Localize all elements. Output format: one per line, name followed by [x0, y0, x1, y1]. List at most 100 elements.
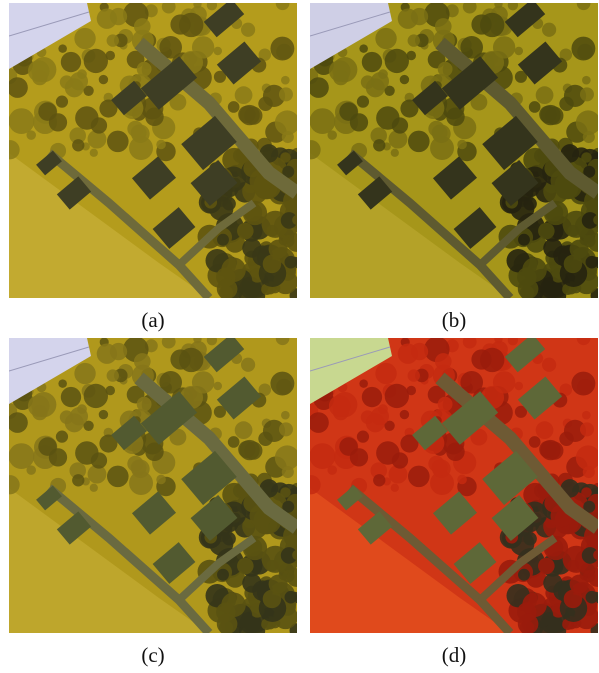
tree — [270, 372, 294, 396]
tree — [156, 475, 166, 485]
caption: (c) — [9, 643, 297, 668]
tree — [529, 436, 541, 448]
tree — [217, 569, 229, 581]
tree — [97, 344, 117, 364]
tree — [279, 87, 293, 101]
tree — [359, 44, 368, 53]
tree — [74, 363, 95, 384]
tree — [493, 36, 515, 58]
tree — [392, 452, 408, 468]
tree — [9, 108, 34, 134]
tree — [282, 466, 294, 478]
tree — [131, 460, 147, 476]
tree — [357, 96, 369, 108]
tree — [375, 363, 396, 384]
tree — [217, 234, 229, 246]
tree — [56, 431, 68, 443]
tree — [107, 131, 129, 153]
tree — [580, 87, 594, 101]
tree — [570, 240, 589, 259]
tree — [72, 474, 84, 486]
tree — [538, 558, 555, 575]
tree — [61, 52, 81, 72]
tree — [90, 149, 98, 157]
tree — [58, 44, 67, 53]
tree — [310, 443, 335, 469]
tree — [583, 131, 595, 143]
tree — [385, 49, 409, 73]
tree — [72, 139, 84, 151]
tree — [446, 443, 464, 461]
tree — [241, 23, 255, 37]
tree — [269, 575, 288, 594]
tree — [77, 404, 87, 414]
tree — [540, 105, 560, 125]
tree — [378, 69, 388, 79]
tree — [518, 569, 530, 581]
tree — [540, 440, 560, 460]
tree — [398, 344, 418, 364]
tree — [228, 101, 240, 113]
tree — [582, 76, 591, 85]
tree — [285, 591, 297, 604]
tree — [329, 60, 351, 82]
tree — [571, 372, 595, 396]
tree — [375, 28, 396, 49]
tree — [583, 466, 595, 478]
tree — [239, 440, 259, 460]
tree — [237, 558, 254, 575]
tree — [529, 101, 541, 113]
tree — [536, 421, 554, 439]
tree — [156, 140, 166, 150]
tree — [432, 460, 448, 476]
tree — [179, 348, 203, 372]
tree — [84, 49, 108, 73]
tree — [391, 149, 399, 157]
tree — [538, 223, 555, 240]
tree — [362, 387, 382, 407]
tree — [518, 234, 530, 246]
tree — [228, 436, 240, 448]
tree — [586, 591, 598, 604]
tree — [91, 117, 107, 133]
aerial-image — [310, 338, 598, 633]
tree — [480, 13, 504, 37]
tree — [400, 410, 409, 419]
tree — [515, 382, 524, 391]
tree — [515, 47, 524, 56]
tree — [357, 431, 369, 443]
tree — [107, 34, 119, 46]
tree — [235, 421, 253, 439]
tree — [329, 395, 351, 417]
tree — [258, 97, 272, 111]
tree — [285, 256, 297, 269]
tree — [582, 411, 591, 420]
tree — [432, 125, 448, 141]
tree — [457, 140, 467, 150]
tree — [28, 60, 50, 82]
tree — [77, 69, 87, 79]
tree — [350, 113, 368, 131]
tree — [145, 443, 163, 461]
tree — [28, 395, 50, 417]
tree — [235, 86, 253, 104]
tree — [438, 397, 453, 412]
tree — [408, 369, 420, 381]
tree — [107, 369, 119, 381]
figure: (a) (b) (c) (d) — [0, 0, 599, 673]
tree — [137, 397, 152, 412]
aerial-image — [9, 338, 297, 633]
tree — [359, 379, 368, 388]
tree — [90, 484, 98, 492]
tree — [65, 78, 84, 97]
tree — [145, 108, 163, 126]
tree — [56, 96, 68, 108]
tree — [237, 223, 254, 240]
caption: (a) — [9, 308, 297, 333]
tree — [310, 108, 335, 134]
tree — [580, 422, 594, 436]
aerial-image — [310, 3, 598, 298]
tree — [270, 37, 294, 61]
tree — [269, 240, 288, 259]
tree — [74, 28, 95, 49]
